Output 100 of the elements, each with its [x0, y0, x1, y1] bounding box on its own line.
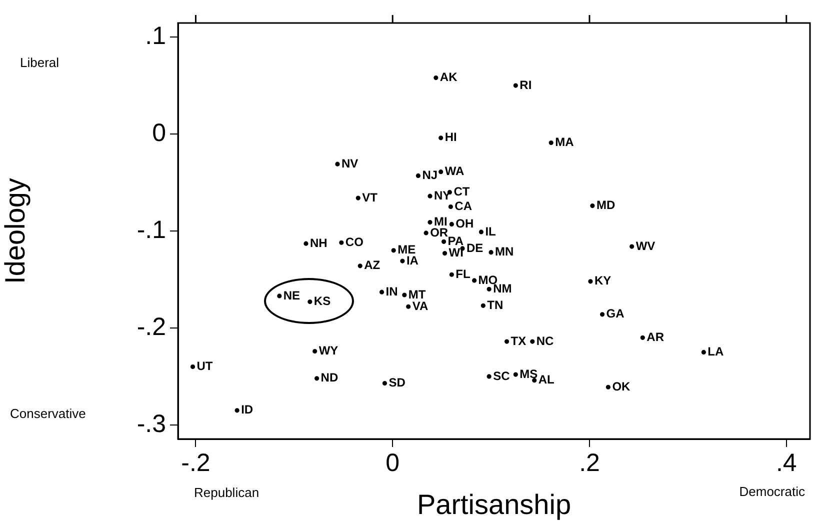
data-label: CO [345, 234, 364, 249]
data-label: OK [612, 379, 631, 394]
point [640, 335, 645, 340]
point [486, 374, 492, 379]
point [442, 251, 448, 256]
point [448, 204, 453, 210]
point [428, 220, 432, 225]
text: Republican [194, 485, 260, 500]
data-label: NE [283, 288, 300, 302]
point [590, 203, 595, 208]
point [486, 286, 492, 292]
point [588, 279, 593, 284]
point [434, 75, 438, 80]
data-label: VT [362, 190, 378, 204]
point [513, 83, 518, 88]
point [478, 230, 484, 234]
point [308, 299, 312, 304]
y-tick-label: -.2 [136, 312, 166, 341]
y-tick-label: -.3 [136, 410, 166, 438]
data-label: NC [536, 334, 554, 348]
point [428, 194, 432, 198]
y-tick-label: .1 [145, 22, 166, 50]
data-label: MN [495, 244, 514, 259]
point [382, 380, 388, 386]
data-label: IL [485, 224, 496, 238]
point [379, 290, 384, 294]
point [504, 339, 510, 344]
point [630, 244, 634, 249]
data-label: PA [448, 234, 464, 248]
point [424, 230, 428, 236]
data-label: WV [636, 238, 656, 253]
point [438, 170, 444, 174]
point [406, 304, 411, 309]
data-label: MD [596, 198, 616, 212]
data-label: CT [454, 184, 470, 199]
data-label: WY [318, 344, 338, 358]
data-label: KS [314, 294, 331, 308]
y-tick-label: 0 [152, 118, 166, 147]
point [277, 294, 282, 298]
data-label: ND [320, 370, 338, 385]
point [532, 378, 537, 383]
data-label: HI [444, 130, 457, 144]
point [513, 372, 518, 377]
point [339, 240, 344, 245]
data-label: SD [388, 376, 406, 390]
y-axis-title: Ideology [0, 178, 31, 284]
data-label: AK [440, 70, 458, 84]
data-label: FL [456, 266, 470, 281]
point [356, 196, 360, 200]
data-label: NV [341, 156, 358, 170]
data-label: AZ [364, 258, 380, 272]
data-label: RI [520, 78, 532, 92]
point [312, 348, 318, 354]
point [391, 248, 396, 253]
text: Democratic [739, 484, 805, 499]
data-label: AR [646, 330, 664, 344]
point [480, 303, 486, 308]
point [314, 376, 320, 381]
point [358, 264, 362, 268]
data-label: LA [708, 344, 724, 359]
text: Conservative [10, 406, 86, 421]
point [400, 258, 405, 264]
point [449, 272, 454, 277]
y-tick-label: -.1 [136, 216, 166, 244]
data-label: MS [520, 366, 538, 381]
data-label: KY [594, 274, 612, 288]
data-label: SC [493, 368, 510, 383]
point [402, 292, 407, 298]
point [488, 250, 494, 255]
point [438, 136, 444, 140]
data-label: AL [538, 372, 554, 387]
point [190, 364, 196, 370]
point [449, 222, 454, 227]
data-label: MT [408, 287, 426, 302]
x-tick-label: .2 [579, 448, 600, 477]
data-label: WA [444, 164, 465, 178]
point [416, 173, 420, 178]
data-label: UT [196, 359, 214, 374]
data-label: ID [241, 402, 254, 417]
point [304, 241, 308, 246]
data-label: TN [487, 298, 504, 312]
data-label: IN [386, 284, 398, 298]
x-tick-label: .4 [776, 448, 797, 477]
point [701, 350, 706, 355]
data-label: DE [466, 240, 484, 255]
data-label: MA [555, 135, 574, 150]
data-label: TX [510, 334, 526, 348]
point [472, 278, 477, 283]
point [335, 162, 340, 166]
data-label: VA [412, 298, 428, 313]
data-label: NJ [422, 168, 438, 182]
point [600, 312, 605, 317]
text: Liberal [20, 55, 60, 70]
point [548, 140, 554, 146]
x-axis-title: Partisanship [416, 488, 572, 520]
data-label: GA [606, 306, 625, 321]
x-tick-label: -.2 [181, 448, 210, 477]
point [530, 339, 535, 344]
data-label: CA [454, 199, 472, 214]
point [234, 408, 240, 413]
